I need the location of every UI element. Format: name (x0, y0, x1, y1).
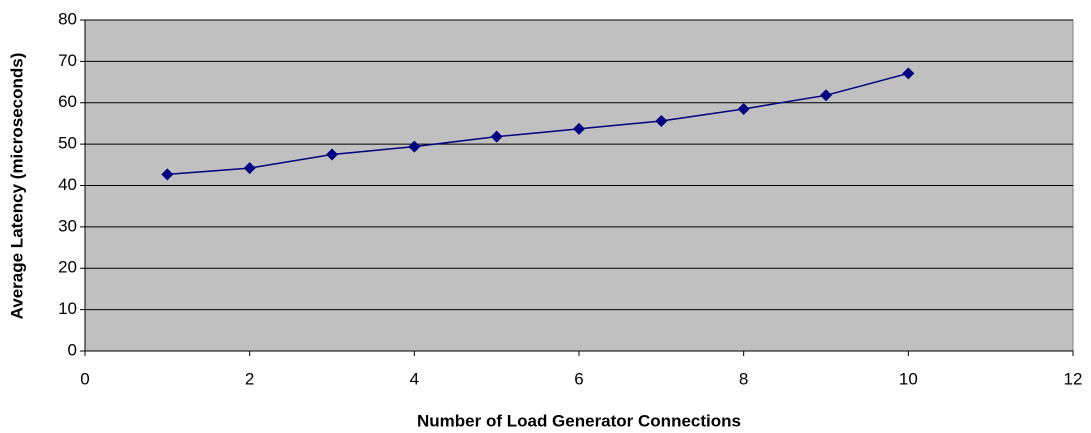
y-tick-label: 70 (58, 51, 77, 70)
y-tick-label: 80 (58, 9, 77, 28)
y-tick-label: 50 (58, 134, 77, 153)
x-tick-label: 8 (739, 369, 748, 388)
x-tick-label: 2 (245, 369, 254, 388)
x-axis-title: Number of Load Generator Connections (417, 411, 741, 430)
data-point (161, 168, 174, 181)
y-tick-label: 40 (58, 175, 77, 194)
y-tick-label: 20 (58, 258, 77, 277)
y-tick-label: 10 (58, 299, 77, 318)
x-tick-label: 0 (80, 369, 89, 388)
data-point (326, 148, 338, 161)
data-point (737, 102, 750, 115)
data-point (490, 130, 503, 143)
data-point (655, 114, 668, 127)
y-axis-title: Average Latency (microseconds) (7, 53, 26, 320)
x-tick-label: 4 (410, 369, 419, 388)
x-tick-label: 6 (574, 369, 583, 388)
data-point (243, 162, 256, 175)
y-tick-label: 30 (58, 216, 77, 235)
data-point (820, 89, 832, 102)
y-tick-label: 60 (58, 92, 77, 111)
series-line (167, 72, 909, 176)
y-tick-label: 0 (68, 340, 77, 359)
data-point (408, 140, 421, 153)
data-point (902, 67, 915, 80)
x-tick-label: 10 (899, 369, 918, 388)
x-tick-label: 12 (1064, 369, 1083, 388)
data-point (573, 122, 585, 135)
